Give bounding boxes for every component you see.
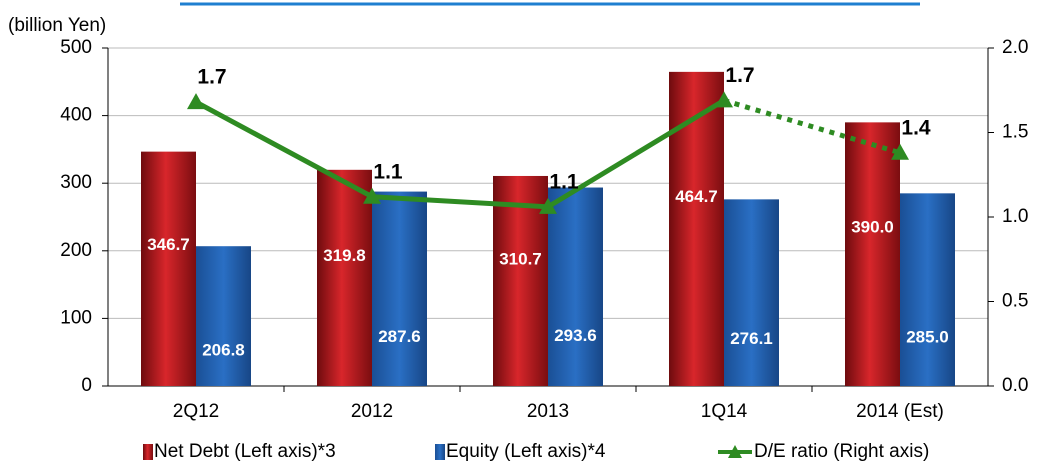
legend-swatch [143, 444, 153, 460]
legend-label: Net Debt (Left axis)*3 [154, 441, 336, 462]
bar [669, 71, 724, 387]
line-value-label: 1.7 [725, 64, 754, 87]
bar [141, 151, 196, 386]
legend-label: D/E ratio (Right axis) [754, 441, 929, 462]
line-marker [891, 143, 909, 160]
bar [900, 193, 955, 386]
line-value-label: 1.1 [549, 170, 579, 193]
y2-tick-label: 1.5 [1002, 122, 1028, 143]
y-tick-label: 200 [60, 240, 92, 261]
bar-value-label: 310.7 [499, 249, 542, 268]
bar-value-label: 319.8 [323, 246, 366, 265]
legend-label: Equity (Left axis)*4 [446, 441, 606, 462]
y-axis-label: (billion Yen) [8, 15, 106, 36]
line-value-label: 1.7 [197, 66, 226, 89]
x-tick-label: 2Q12 [173, 401, 219, 422]
bar-value-label: 293.6 [554, 326, 597, 345]
line [194, 98, 726, 210]
line-marker [363, 187, 381, 204]
bar [493, 175, 548, 386]
line-marker [539, 197, 557, 214]
line-marker [187, 93, 205, 110]
x-tick-label: 2012 [351, 401, 393, 422]
line-value-label: 1.1 [373, 160, 403, 183]
bar [196, 246, 251, 386]
line-value-label: 1.4 [901, 116, 931, 139]
x-tick-label: 1Q14 [701, 401, 748, 422]
x-tick-label: 2014 (Est) [856, 401, 944, 422]
y2-tick-label: 0.0 [1002, 375, 1028, 396]
bar-value-label: 206.8 [202, 341, 245, 360]
bar [317, 169, 372, 386]
y2-tick-label: 1.0 [1002, 206, 1028, 227]
x-tick-label: 2013 [527, 401, 569, 422]
y2-tick-label: 2.0 [1002, 37, 1028, 58]
line-marker [715, 91, 733, 108]
bar [724, 199, 779, 386]
legend-marker [728, 445, 742, 458]
bar-value-label: 285.0 [906, 327, 949, 346]
legend-swatch [435, 444, 445, 460]
y-tick-label: 500 [60, 37, 92, 58]
bar [845, 122, 900, 387]
bar [372, 191, 427, 386]
y-tick-label: 300 [60, 172, 92, 193]
y2-tick-label: 0.5 [1002, 291, 1028, 312]
y-tick-label: 0 [81, 375, 92, 396]
y-tick-label: 100 [60, 307, 92, 328]
bar-value-label: 276.1 [730, 329, 773, 348]
line-projected [723, 97, 901, 156]
bar-value-label: 346.7 [147, 235, 190, 254]
y-tick-label: 400 [60, 105, 92, 126]
bar-value-label: 287.6 [378, 327, 421, 346]
bar [548, 187, 603, 386]
bar-value-label: 464.7 [675, 187, 718, 206]
bar-value-label: 390.0 [851, 217, 894, 236]
